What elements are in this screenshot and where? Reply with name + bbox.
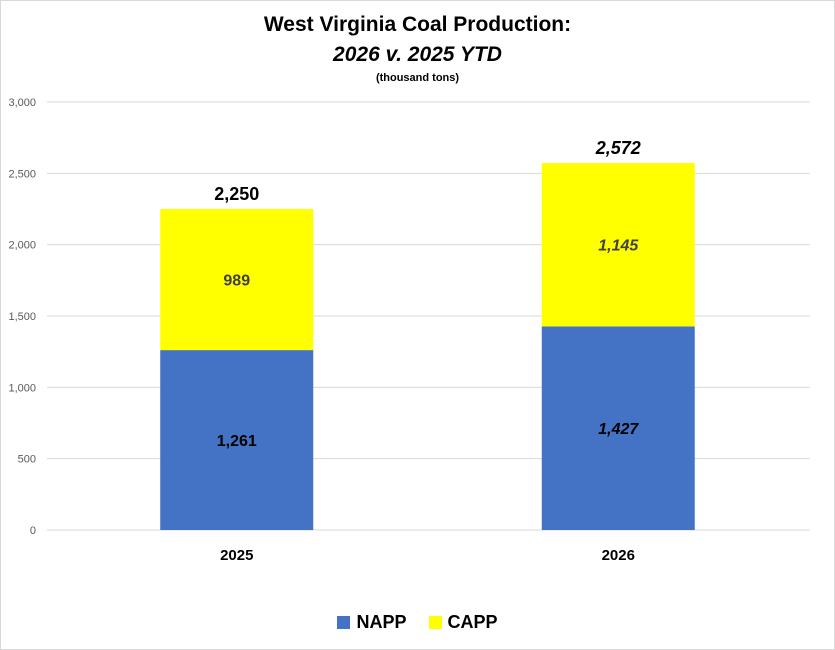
y-tick-label: 0: [30, 525, 36, 537]
data-label: 1,261: [217, 433, 257, 450]
y-tick-label: 3,000: [8, 97, 36, 109]
total-label: 2,250: [214, 184, 259, 204]
legend-swatch-napp: [337, 616, 351, 629]
x-tick-label: 2025: [220, 547, 253, 564]
y-tick-label: 500: [18, 454, 36, 466]
bar-capp-2026: [541, 163, 695, 327]
bar-napp-2025: [160, 350, 314, 530]
bar-capp-2025: [160, 209, 314, 351]
data-label: 1,427: [598, 421, 639, 438]
chart-subtitle: 2026 v. 2025 YTD: [333, 43, 502, 66]
chart-units: (thousand tons): [375, 72, 460, 84]
total-label: 2,572: [595, 138, 641, 158]
chart-title: West Virginia Coal Production:: [263, 13, 572, 36]
data-label: 1,145: [598, 238, 639, 255]
data-label: 989: [223, 273, 250, 290]
bar-napp-2026: [541, 326, 695, 530]
y-tick-label: 1,500: [8, 311, 36, 323]
x-tick-label: 2026: [602, 547, 635, 564]
legend-item-capp: CAPP: [428, 612, 498, 633]
legend-swatch-capp: [428, 616, 442, 629]
y-tick-label: 2,000: [8, 240, 36, 252]
legend-label-napp: NAPP: [356, 612, 407, 632]
legend-label-capp: CAPP: [447, 612, 498, 632]
y-tick-label: 1,000: [8, 382, 36, 394]
legend: NAPP CAPP: [0, 612, 835, 633]
y-tick-label: 2,500: [8, 168, 36, 180]
legend-item-napp: NAPP: [337, 612, 407, 633]
